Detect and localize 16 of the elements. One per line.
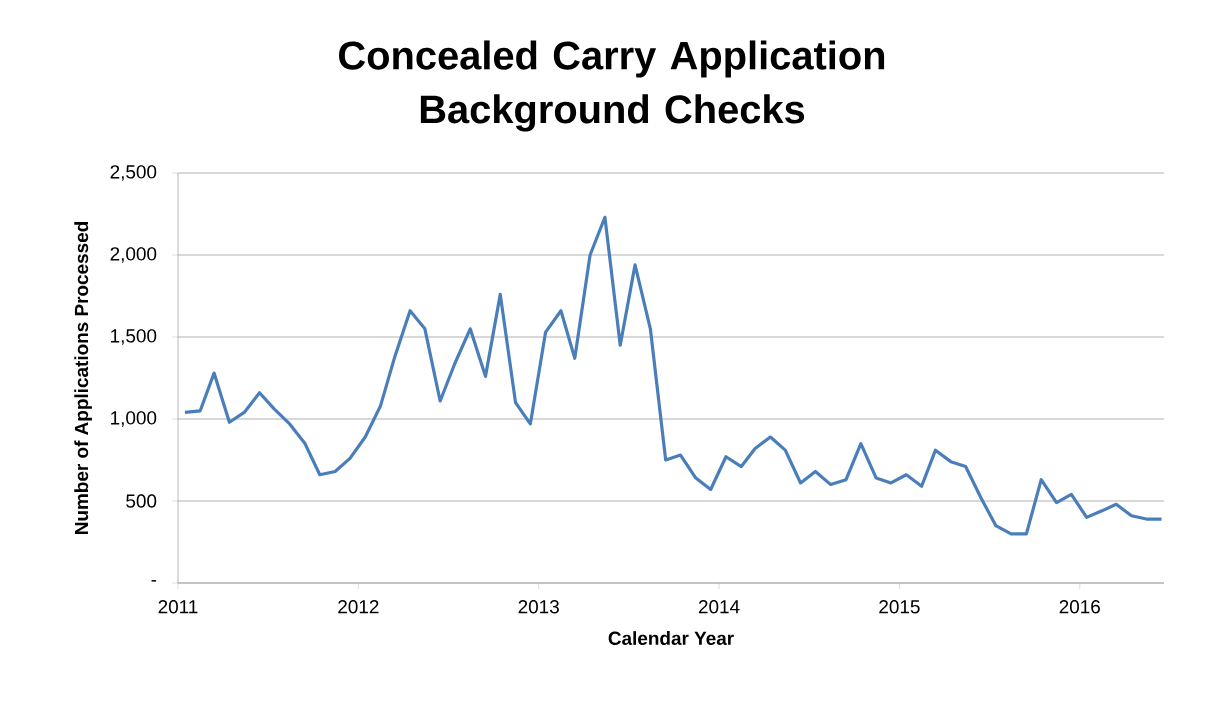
line-series bbox=[183, 215, 1164, 536]
y-tick-label: 2,500 bbox=[110, 165, 157, 181]
chart-title: Concealed Carry Application Background Checks bbox=[339, 40, 885, 132]
y-tick-label: 1,500 bbox=[111, 329, 157, 345]
x-tick-label: 2011 bbox=[158, 600, 198, 614]
x-axis-title: Calendar Year bbox=[608, 631, 734, 646]
x-tick-label: 2012 bbox=[338, 600, 379, 614]
y-axis-title: Number of Applications Processed bbox=[74, 222, 92, 534]
y-tick-label: 2,000 bbox=[110, 247, 157, 263]
y-tick-label: - bbox=[151, 580, 157, 582]
y-tick-label: 500 bbox=[126, 494, 157, 508]
x-tick-label: 2015 bbox=[879, 600, 920, 614]
x-tick-label: 2013 bbox=[518, 600, 559, 614]
x-tick-label: 2014 bbox=[698, 600, 740, 614]
x-tick-label: 2016 bbox=[1059, 600, 1100, 614]
y-tick-label: 1,000 bbox=[111, 411, 157, 427]
